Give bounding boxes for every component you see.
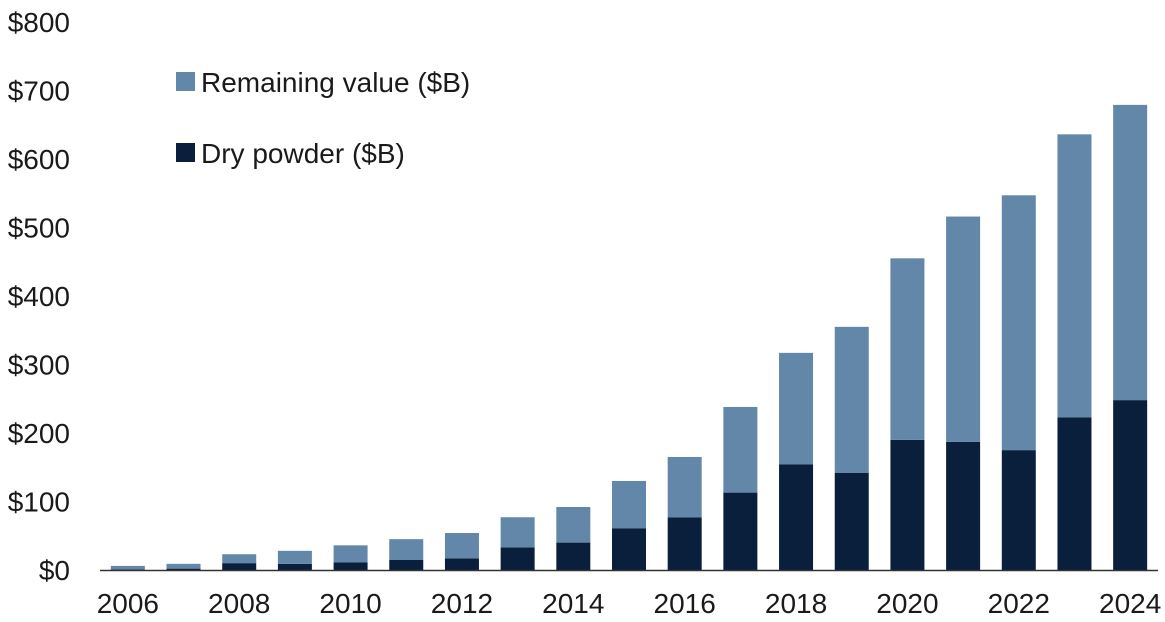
- y-tick-label: $200: [8, 418, 70, 449]
- bar-dry-powder-2019: [834, 472, 869, 570]
- bar-dry-powder-2024: [1113, 400, 1148, 570]
- x-tick-label: 2024: [1099, 588, 1161, 619]
- bar-dry-powder-2022: [1001, 450, 1036, 571]
- x-tick-label: 2012: [431, 588, 493, 619]
- bar-remaining-value-2017: [723, 406, 758, 493]
- bar-dry-powder-2007: [166, 568, 201, 570]
- bar-remaining-value-2019: [834, 326, 869, 473]
- bars-group: [110, 104, 1148, 571]
- bar-dry-powder-2020: [890, 439, 925, 570]
- bar-dry-powder-2009: [277, 563, 312, 570]
- bar-remaining-value-2008: [222, 554, 257, 564]
- bar-dry-powder-2011: [389, 559, 424, 570]
- x-tick-label: 2016: [654, 588, 716, 619]
- x-tick-label: 2020: [876, 588, 938, 619]
- bar-remaining-value-2014: [556, 506, 591, 543]
- bar-remaining-value-2007: [166, 563, 201, 569]
- y-tick-label: $800: [8, 7, 70, 38]
- bar-remaining-value-2010: [333, 545, 368, 563]
- bar-remaining-value-2012: [444, 533, 479, 559]
- y-tick-label: $600: [8, 144, 70, 175]
- bar-dry-powder-2013: [500, 547, 535, 570]
- bar-dry-powder-2008: [222, 563, 257, 570]
- legend-label: Remaining value ($B): [201, 67, 470, 98]
- bar-remaining-value-2022: [1001, 195, 1036, 451]
- y-tick-label: $500: [8, 213, 70, 244]
- bar-remaining-value-2023: [1057, 134, 1092, 418]
- bar-dry-powder-2006: [110, 569, 145, 570]
- bar-remaining-value-2018: [779, 352, 814, 465]
- bar-remaining-value-2013: [500, 517, 535, 548]
- y-tick-label: $100: [8, 487, 70, 518]
- legend: Remaining value ($B) Dry powder ($B): [176, 67, 470, 169]
- y-ticks-group: $0 $100 $200 $300 $400 $500 $600 $700 $800: [8, 7, 70, 586]
- x-tick-label: 2010: [319, 588, 381, 619]
- bar-dry-powder-2018: [779, 464, 814, 570]
- bar-dry-powder-2014: [556, 542, 591, 570]
- y-tick-label: $700: [8, 76, 70, 107]
- bar-remaining-value-2015: [612, 480, 646, 529]
- x-tick-label: 2018: [765, 588, 827, 619]
- bar-remaining-value-2024: [1113, 104, 1148, 401]
- bar-remaining-value-2009: [277, 550, 312, 564]
- bar-dry-powder-2012: [444, 558, 479, 570]
- y-tick-label: $0: [39, 555, 70, 586]
- bar-dry-powder-2015: [612, 528, 646, 570]
- legend-label: Dry powder ($B): [201, 138, 405, 169]
- x-tick-label: 2022: [988, 588, 1050, 619]
- legend-swatch: [176, 143, 195, 162]
- bar-dry-powder-2021: [946, 441, 981, 570]
- bar-remaining-value-2011: [389, 539, 424, 560]
- bar-dry-powder-2010: [333, 562, 368, 570]
- x-tick-label: 2008: [208, 588, 270, 619]
- x-tick-label: 2006: [97, 588, 159, 619]
- legend-swatch: [176, 72, 195, 91]
- bar-remaining-value-2016: [667, 456, 702, 518]
- x-tick-label: 2014: [542, 588, 604, 619]
- y-tick-label: $300: [8, 350, 70, 381]
- bar-dry-powder-2023: [1057, 417, 1092, 570]
- bar-remaining-value-2021: [946, 216, 981, 442]
- bar-dry-powder-2017: [723, 492, 758, 570]
- bar-dry-powder-2016: [667, 517, 702, 570]
- x-ticks-group: 2006 2008 2010 2012 2014 2016 2018 2020 2022 2024: [97, 588, 1162, 619]
- y-tick-label: $400: [8, 281, 70, 312]
- bar-remaining-value-2020: [890, 258, 925, 440]
- bar-remaining-value-2006: [110, 565, 145, 570]
